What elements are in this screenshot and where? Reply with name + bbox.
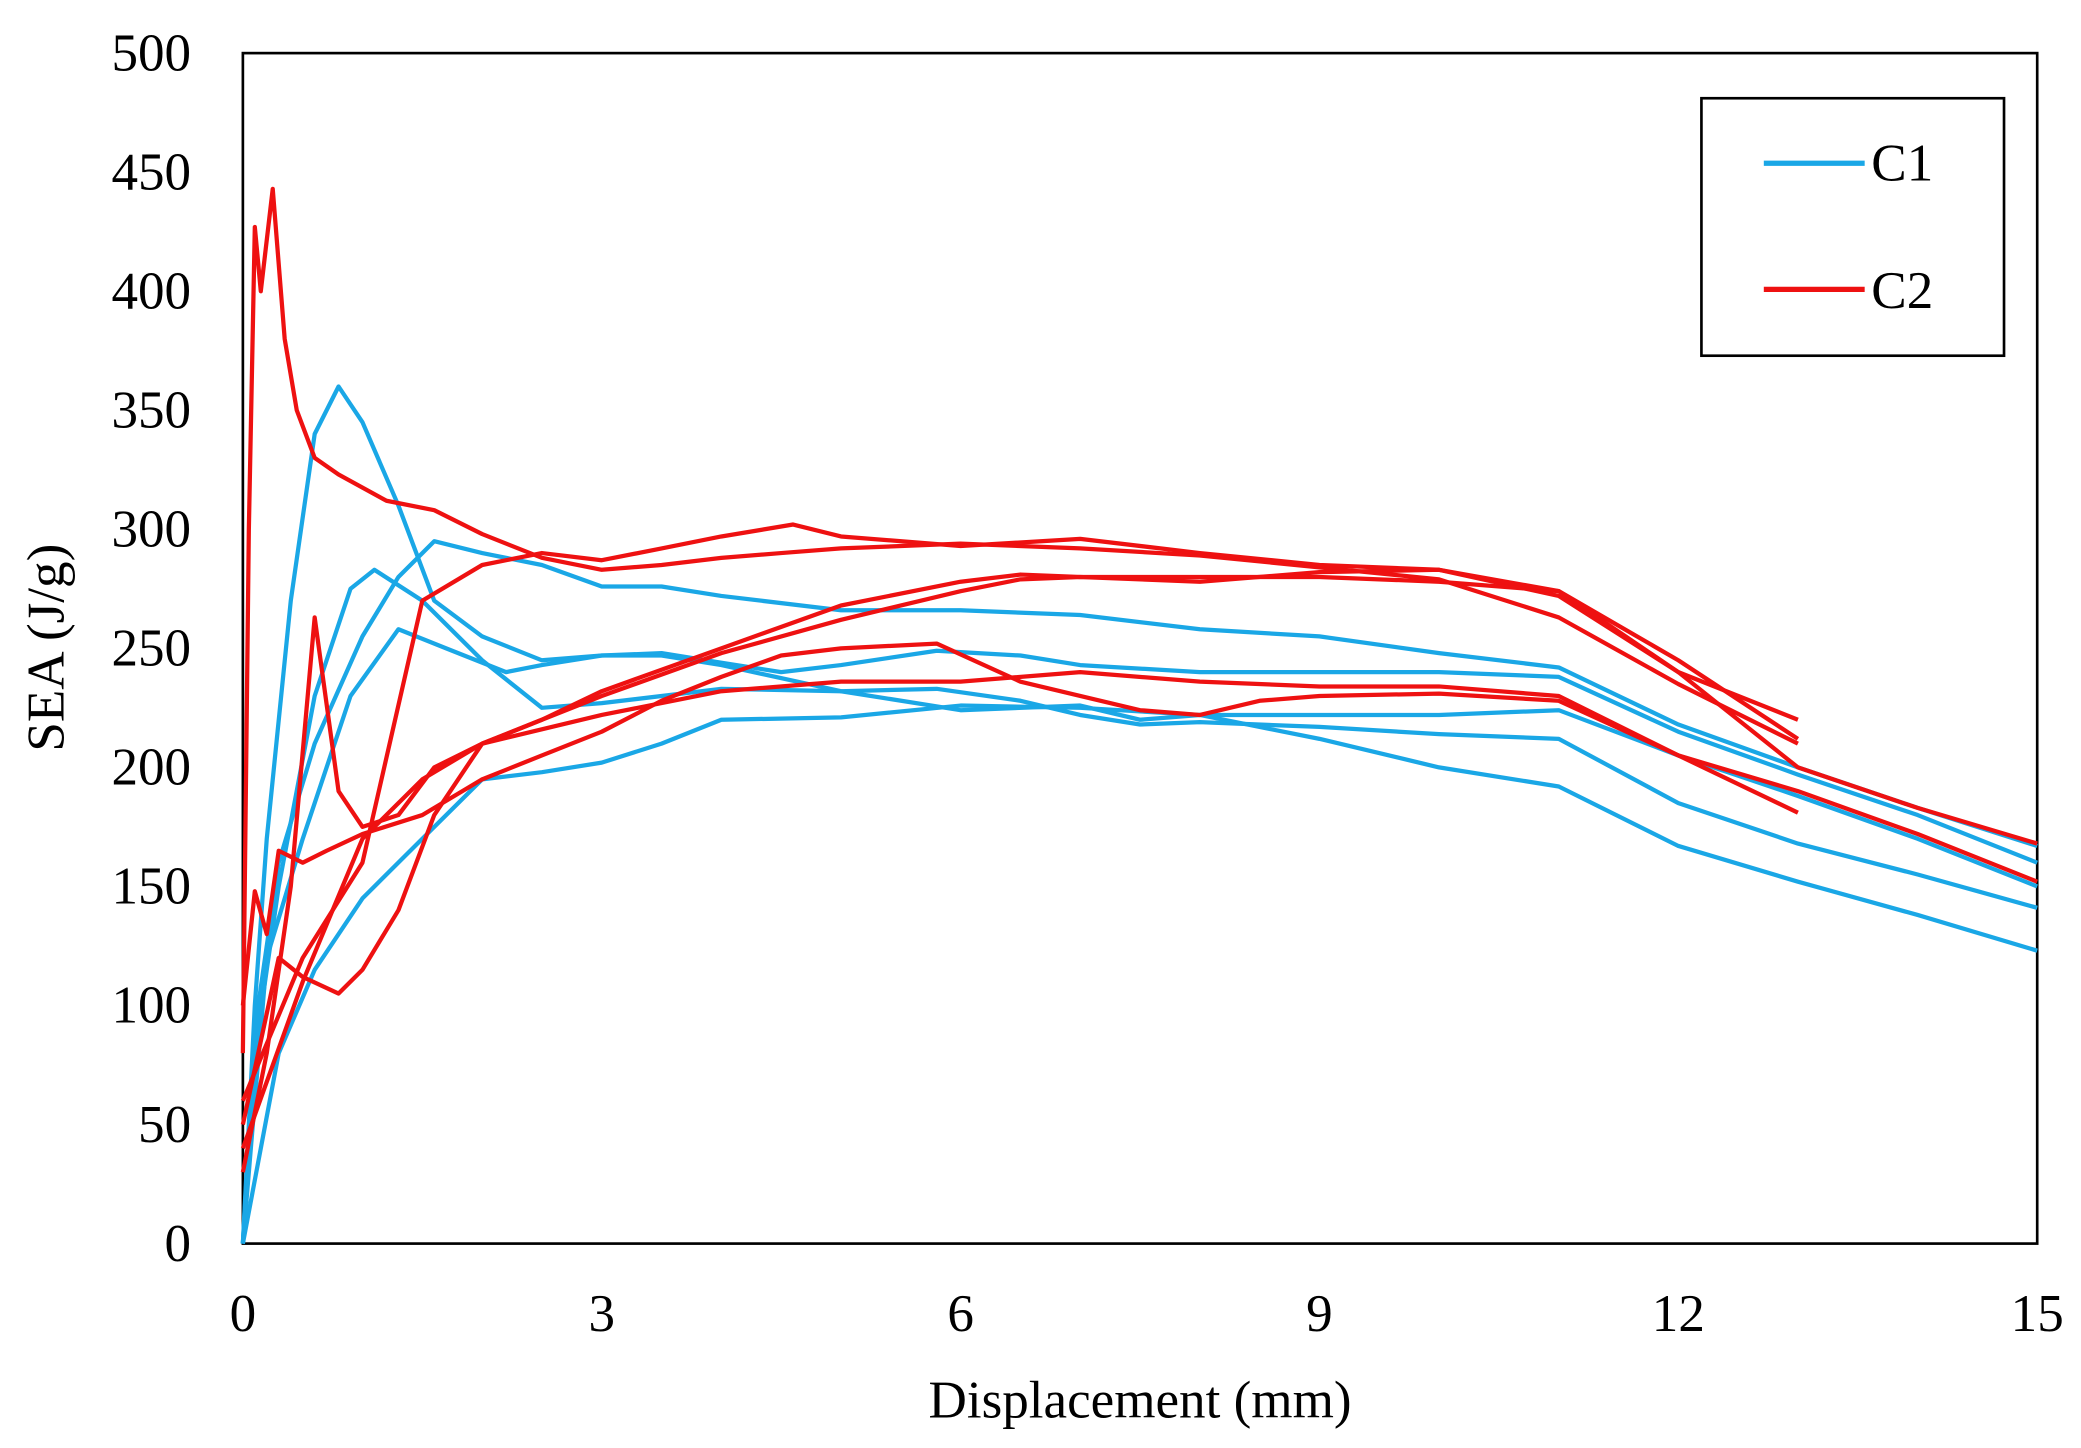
- x-axis-label: Displacement (mm): [929, 1371, 1352, 1429]
- y-tick-label: 0: [165, 1215, 192, 1273]
- y-tick-label: 500: [111, 24, 191, 82]
- y-tick-label: 150: [111, 858, 191, 916]
- x-tick-label: 12: [1652, 1285, 1705, 1343]
- legend: C1 C2: [1700, 96, 2006, 358]
- series-lines: [240, 186, 2038, 1244]
- x-axis-ticks: 0 3 6 9 12 15: [230, 1285, 2064, 1343]
- series-line-c1-5: [240, 627, 2038, 1244]
- y-axis-label: SEA (J/g): [18, 544, 76, 752]
- legend-box: [1700, 96, 2006, 358]
- series-line-c2-10: [240, 522, 2038, 1102]
- legend-label-c2: C2: [1871, 262, 1933, 320]
- series-line-c1-2: [240, 567, 2038, 1244]
- legend-label-c1: C1: [1871, 135, 1933, 193]
- y-tick-label: 450: [111, 143, 191, 201]
- y-tick-label: 50: [138, 1096, 191, 1154]
- x-tick-label: 15: [2011, 1285, 2064, 1343]
- y-tick-label: 250: [111, 620, 191, 678]
- x-tick-label: 6: [947, 1285, 974, 1343]
- series-line-c2-11: [240, 669, 2038, 1150]
- y-tick-label: 300: [111, 501, 191, 559]
- y-tick-label: 400: [111, 262, 191, 320]
- series-line-c2-8: [240, 572, 1800, 1125]
- y-tick-label: 100: [111, 977, 191, 1035]
- series-line-c1-3: [240, 539, 2038, 1244]
- series-line-c2-9: [240, 641, 1799, 1006]
- series-line-c2-7: [240, 567, 1799, 1173]
- series-line-c2-6: [240, 186, 1799, 1054]
- x-tick-label: 9: [1306, 1285, 1333, 1343]
- series-line-c1-4: [240, 703, 2038, 1244]
- x-tick-label: 3: [588, 1285, 615, 1343]
- y-axis-ticks: 0 50 100 150 200 250 300 350 400 450 500: [111, 24, 191, 1272]
- x-tick-label: 0: [230, 1285, 257, 1343]
- y-tick-label: 200: [111, 739, 191, 797]
- y-tick-label: 350: [111, 382, 191, 440]
